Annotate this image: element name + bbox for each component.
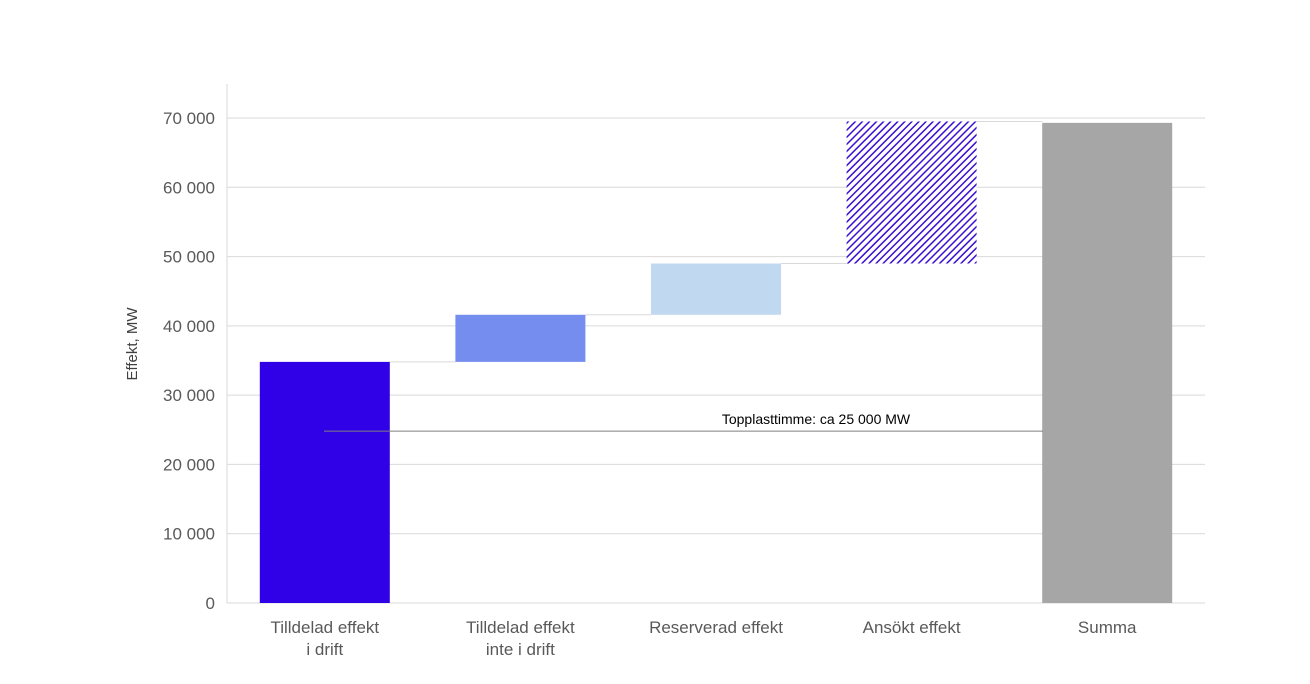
y-tick-label: 10 000 [163, 525, 215, 544]
gridlines [226, 84, 1205, 604]
bar-1 [259, 361, 390, 603]
bar-4 [846, 121, 977, 264]
x-category-label: Reserverad effekt [649, 618, 783, 637]
x-category-labels: Tilldelad effekt i drift Tilldelad effekt i… [270, 618, 1137, 659]
y-tick-label: 40 000 [163, 317, 215, 336]
y-tick-label: 50 000 [163, 248, 215, 267]
bar-2 [455, 314, 586, 362]
bar-3 [651, 263, 781, 315]
y-tick-label: 30 000 [163, 386, 215, 405]
bars [259, 121, 1173, 603]
connector-lines [389, 120, 1043, 363]
x-category-label: i drift [306, 640, 343, 659]
y-tick-label: 0 [206, 594, 215, 613]
y-tick-label: 60 000 [163, 178, 215, 197]
x-category-label: Summa [1078, 618, 1137, 637]
x-category-label: Tilldelad effekt [270, 618, 379, 637]
y-axis-title: Effekt, MW [124, 307, 141, 381]
bar-5 [1042, 122, 1173, 603]
reference-line-group: Topplasttimme: ca 25 000 MW [324, 411, 1043, 432]
x-category-label: Ansökt effekt [863, 618, 961, 637]
x-category-label: inte i drift [486, 640, 555, 659]
y-tick-labels: 0 10 000 20 000 30 000 40 000 50 000 60 000 70 … [163, 109, 215, 613]
reference-line-label: Topplasttimme: ca 25 000 MW [722, 411, 911, 427]
x-category-label: Tilldelad effekt [466, 618, 575, 637]
y-tick-label: 20 000 [163, 455, 215, 474]
y-tick-label: 70 000 [163, 109, 215, 128]
